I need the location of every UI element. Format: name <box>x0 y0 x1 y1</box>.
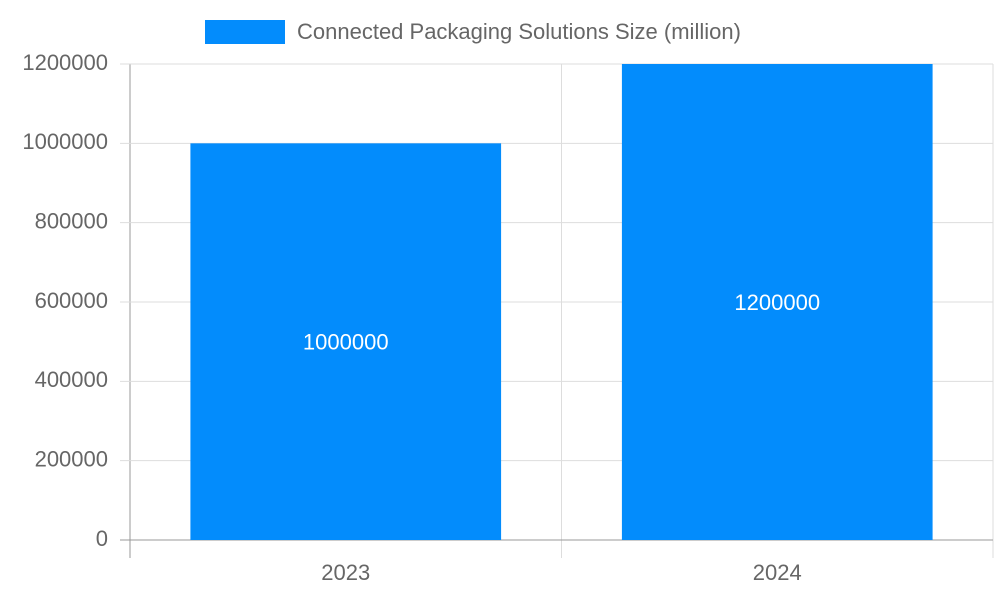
legend-swatch <box>205 20 285 44</box>
y-tick-label: 1000000 <box>22 129 108 154</box>
data-label: 1000000 <box>303 329 389 354</box>
y-tick-label: 200000 <box>35 446 108 471</box>
y-tick-label: 400000 <box>35 367 108 392</box>
bar <box>621 64 933 540</box>
y-tick-label: 600000 <box>35 288 108 313</box>
y-tick-label: 0 <box>96 526 108 551</box>
bar <box>190 143 502 541</box>
x-tick-label: 2023 <box>321 560 370 585</box>
y-tick-label: 1200000 <box>22 50 108 75</box>
y-tick-label: 800000 <box>35 208 108 233</box>
legend-label: Connected Packaging Solutions Size (mill… <box>297 19 741 44</box>
x-tick-label: 2024 <box>753 560 802 585</box>
data-label: 1200000 <box>734 290 820 315</box>
